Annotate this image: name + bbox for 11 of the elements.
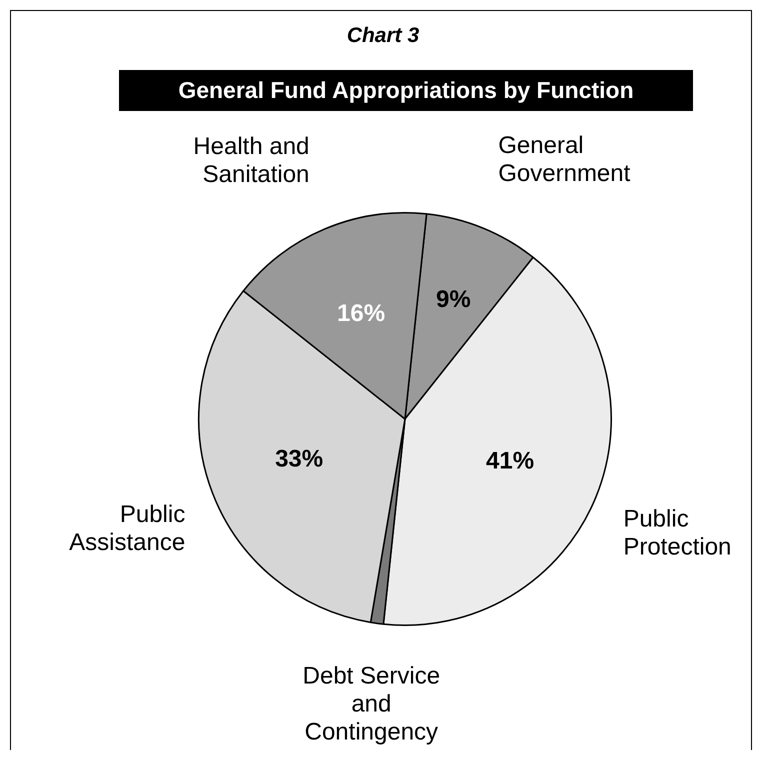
data-label: 33% [275, 445, 324, 472]
slice-label: Public Assistance [69, 500, 186, 556]
slice-label: General Government [498, 132, 631, 188]
data-label: 41% [486, 447, 534, 474]
slice-label: Public Protection [623, 506, 732, 561]
data-label: 16% [337, 300, 386, 328]
chart-subtitle: General Fund Appropriations by Function [119, 70, 693, 111]
slice-label: Debt Service and Contingency [302, 662, 440, 746]
data-label: 9% [436, 286, 471, 314]
slice-label: Health and Sanitation [193, 133, 310, 188]
chart-title: Chart 3 [346, 24, 420, 48]
